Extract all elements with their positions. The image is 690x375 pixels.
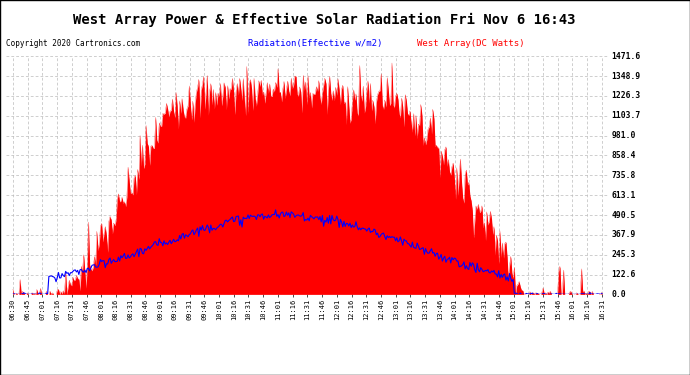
Text: 613.1: 613.1: [611, 190, 635, 200]
Text: 490.5: 490.5: [611, 210, 635, 219]
Text: 1103.7: 1103.7: [611, 111, 640, 120]
Text: 1226.3: 1226.3: [611, 92, 640, 100]
Text: Radiation(Effective w/m2): Radiation(Effective w/m2): [248, 39, 383, 48]
Text: Copyright 2020 Cartronics.com: Copyright 2020 Cartronics.com: [6, 39, 139, 48]
Text: 735.8: 735.8: [611, 171, 635, 180]
Text: West Array Power & Effective Solar Radiation Fri Nov 6 16:43: West Array Power & Effective Solar Radia…: [73, 13, 575, 27]
Text: 122.6: 122.6: [611, 270, 635, 279]
Text: 245.3: 245.3: [611, 250, 635, 259]
Text: West Array(DC Watts): West Array(DC Watts): [417, 39, 525, 48]
Text: 367.9: 367.9: [611, 230, 635, 239]
Text: 0.0: 0.0: [611, 290, 626, 299]
Text: 858.4: 858.4: [611, 151, 635, 160]
Text: 1471.6: 1471.6: [611, 52, 640, 61]
Text: 981.0: 981.0: [611, 131, 635, 140]
Text: 1348.9: 1348.9: [611, 72, 640, 81]
